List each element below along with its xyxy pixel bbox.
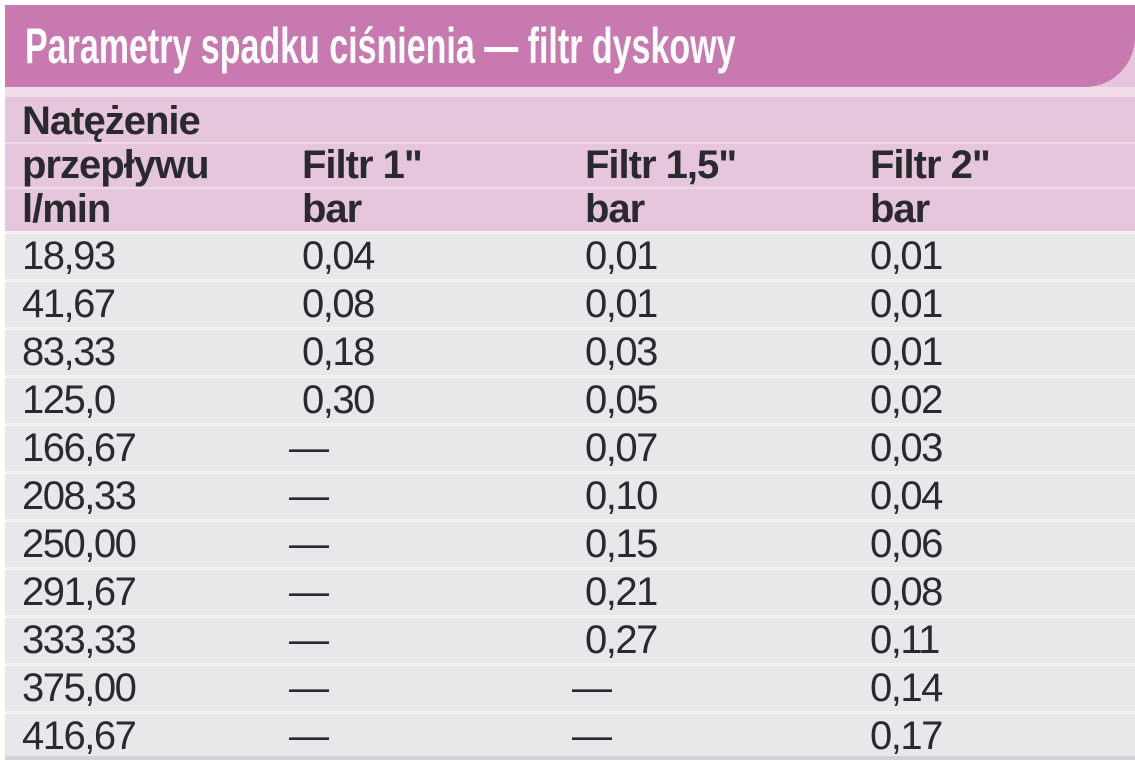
- table-cell: 0,10: [585, 474, 658, 518]
- table-cell: 0,07: [585, 426, 658, 470]
- table-row: 208,33 — 0,10 0,04: [5, 471, 1135, 519]
- table-cell: 375,00: [22, 666, 137, 710]
- table-cell: 0,01: [870, 234, 943, 278]
- table-row: 166,67 — 0,07 0,03: [5, 423, 1135, 471]
- table-cell: 333,33: [22, 618, 137, 662]
- table-cell: 0,01: [870, 282, 943, 326]
- column-header: Filtr 1,5" bar: [568, 97, 853, 231]
- column-header-line: [302, 99, 568, 143]
- table-row: 291,67 — 0,21 0,08: [5, 567, 1135, 615]
- table-cell: 0,08: [870, 570, 943, 614]
- table-cell: —: [289, 618, 329, 662]
- table-cell: —: [572, 666, 612, 710]
- table-cell: 0,18: [302, 330, 375, 374]
- title-header-separator: [5, 87, 1135, 97]
- table-cell: —: [289, 714, 329, 758]
- table-cell: 208,33: [22, 474, 137, 518]
- table-cell: 83,33: [22, 330, 116, 374]
- table-row: 125,0 0,30 0,05 0,02: [5, 375, 1135, 423]
- column-header-line: [870, 99, 1135, 143]
- table-cell: 0,14: [870, 666, 943, 710]
- table-cell: 166,67: [22, 426, 137, 470]
- table-title: Parametry spadku ciśnienia — filtr dysko…: [25, 18, 736, 74]
- title-bar: Parametry spadku ciśnienia — filtr dysko…: [5, 5, 1135, 87]
- table-cell: 0,04: [870, 474, 943, 518]
- column-header-line: bar: [870, 187, 930, 231]
- table-cell: 0,01: [870, 330, 943, 374]
- column-header-line: bar: [302, 187, 362, 231]
- column-header-line: [585, 99, 853, 143]
- table-cell: 0,01: [585, 282, 658, 326]
- table-body: 18,93 0,04 0,01 0,01 41,67 0,08 0,01 0,01 83,33 0…: [5, 231, 1135, 759]
- table-row: 416,67 — — 0,17: [5, 711, 1135, 759]
- column-header-line: Filtr 1": [302, 143, 423, 187]
- column-header-line: Natężenie: [22, 99, 201, 143]
- column-header-line: Filtr 1,5": [585, 143, 737, 187]
- table-row: 18,93 0,04 0,01 0,01: [5, 231, 1135, 279]
- header-rule-upper: [5, 142, 1135, 144]
- column-header-line: bar: [585, 187, 645, 231]
- title-bar-backdrop: Parametry spadku ciśnienia — filtr dysko…: [5, 5, 1135, 87]
- table-cell: 18,93: [22, 234, 116, 278]
- table-cell: 0,21: [585, 570, 658, 614]
- column-header: Natężenie przepływu l/min: [5, 97, 285, 231]
- table-cell: 41,67: [22, 282, 116, 326]
- column-header: Filtr 1" bar: [285, 97, 568, 231]
- table-row: 83,33 0,18 0,03 0,01: [5, 327, 1135, 375]
- table-cell: 0,27: [585, 618, 658, 662]
- table-cell: —: [289, 570, 329, 614]
- pressure-drop-table-panel: Parametry spadku ciśnienia — filtr dysko…: [5, 5, 1135, 760]
- table-row: 375,00 — — 0,14: [5, 663, 1135, 711]
- table-cell: 0,03: [585, 330, 658, 374]
- table-cell: 0,30: [302, 378, 375, 422]
- table-row: 41,67 0,08 0,01 0,01: [5, 279, 1135, 327]
- table-cell: 0,17: [870, 714, 943, 758]
- header-rule-lower: [5, 187, 1135, 189]
- table-cell: 0,04: [302, 234, 375, 278]
- table-cell: —: [289, 666, 329, 710]
- table-row: 333,33 — 0,27 0,11: [5, 615, 1135, 663]
- table-cell: —: [289, 522, 329, 566]
- column-header-row: Natężenie przepływu l/min Filtr 1" bar Filtr …: [5, 97, 1135, 231]
- column-header: Filtr 2" bar: [853, 97, 1135, 231]
- table-cell: 0,05: [585, 378, 658, 422]
- table-cell: 0,01: [585, 234, 658, 278]
- table-row: 250,00 — 0,15 0,06: [5, 519, 1135, 567]
- table-cell: 0,15: [585, 522, 658, 566]
- table-cell: 0,03: [870, 426, 943, 470]
- column-header-line: Filtr 2": [870, 143, 991, 187]
- table-cell: 0,11: [870, 618, 940, 662]
- table-cell: 125,0: [22, 378, 116, 422]
- column-header-line: l/min: [22, 187, 111, 231]
- table-cell: 291,67: [22, 570, 137, 614]
- table-cell: 250,00: [22, 522, 137, 566]
- column-header-line: przepływu: [22, 143, 210, 187]
- table-cell: 416,67: [22, 714, 137, 758]
- table-cell: —: [289, 474, 329, 518]
- table-cell: 0,06: [870, 522, 943, 566]
- table-cell: —: [572, 714, 612, 758]
- bottom-edge-shadow: [5, 756, 1135, 760]
- table-cell: 0,08: [302, 282, 375, 326]
- table-cell: 0,02: [870, 378, 943, 422]
- table-cell: —: [289, 426, 329, 470]
